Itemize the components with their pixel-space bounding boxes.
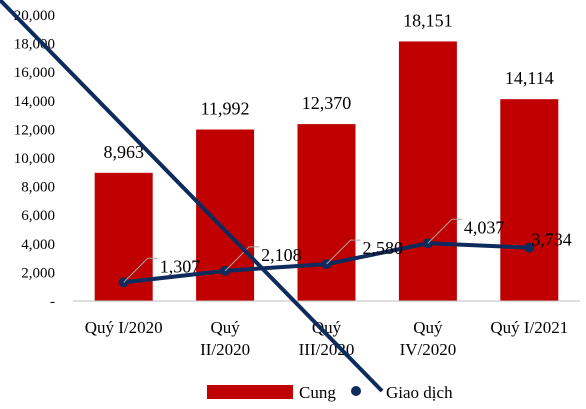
y-tick-label: 12,000 — [14, 122, 55, 138]
y-axis: - 2,000 4,000 6,000 8,000 10,000 12,000 14,000 1… — [14, 8, 55, 310]
bar-data-label: 8,963 — [103, 142, 144, 162]
y-tick-label: - — [50, 294, 55, 310]
bar-data-label: 11,992 — [201, 99, 250, 119]
legend-swatch-giao-dich — [0, 0, 384, 393]
x-tick-label: Quý III/2020 — [299, 318, 355, 359]
y-tick-label: 16,000 — [14, 65, 55, 81]
line-data-label: 2,108 — [261, 245, 302, 265]
line-data-label: 4,037 — [464, 217, 505, 237]
bar-data-label: 12,370 — [302, 93, 352, 113]
label-leader-line — [326, 239, 361, 265]
y-tick-label: 20,000 — [14, 8, 55, 24]
x-tick-label: Quý I/2020 — [85, 318, 163, 337]
line-data-label: 3,734 — [531, 230, 572, 250]
y-tick-label: 14,000 — [14, 94, 55, 110]
x-tick-label: Quý IV/2020 — [400, 318, 457, 359]
legend-label-cung: Cung — [299, 383, 336, 402]
x-axis: Quý I/2020 Quý II/2020 Quý III/2020 Quý IV/202… — [73, 300, 580, 359]
bar — [500, 99, 559, 301]
bar-data-label: 14,114 — [505, 68, 554, 88]
line-data-label: 2,580 — [363, 238, 404, 258]
bar-data-labels: 8,963 11,992 12,370 18,151 14,114 — [103, 10, 553, 161]
line-data-labels: 1,307 2,108 2,580 4,037 3,734 — [123, 217, 572, 283]
line-data-label: 1,307 — [160, 256, 201, 276]
bar — [398, 41, 457, 301]
legend-marker-giao-dich — [351, 386, 361, 396]
legend: Cung Giao dịch — [0, 0, 453, 402]
line-point — [524, 242, 535, 253]
legend-swatch-cung — [207, 385, 293, 399]
y-tick-label: 2,000 — [21, 265, 55, 281]
label-leader-line — [123, 257, 158, 283]
y-tick-label: 8,000 — [21, 180, 55, 196]
bar-data-label: 18,151 — [403, 10, 453, 30]
x-tick-label: Quý I/2021 — [490, 318, 568, 337]
y-tick-label: 4,000 — [21, 237, 55, 253]
y-tick-label: 10,000 — [14, 151, 55, 167]
x-tick-label: Quý II/2020 — [200, 318, 250, 359]
label-leader-line — [427, 218, 462, 244]
y-tick-label: 6,000 — [21, 208, 55, 224]
legend-label-giao-dich: Giao dịch — [386, 383, 453, 402]
bar — [297, 124, 356, 301]
label-leader-line — [224, 246, 260, 272]
